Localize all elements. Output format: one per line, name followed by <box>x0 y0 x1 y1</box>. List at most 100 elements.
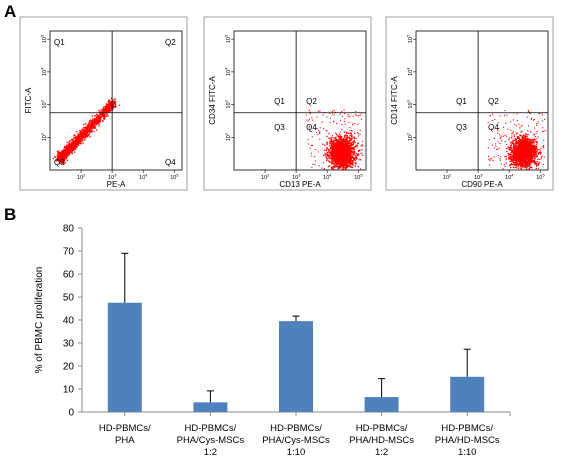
y-axis-title: FITC-A <box>24 87 33 113</box>
event-dot <box>84 134 86 136</box>
event-dot <box>90 128 92 130</box>
event-dot <box>71 152 73 155</box>
event-dot <box>347 142 349 145</box>
event-dot <box>326 158 328 160</box>
event-dot <box>323 149 325 151</box>
event-dot <box>91 125 94 128</box>
event-dot <box>60 158 62 160</box>
event-dot <box>358 154 360 156</box>
event-dot <box>529 151 531 154</box>
event-dot <box>350 157 353 159</box>
event-dot <box>535 167 538 170</box>
event-dot <box>349 164 351 167</box>
event-dot <box>352 166 354 169</box>
event-dot <box>89 124 92 126</box>
event-dot <box>333 148 335 151</box>
event-dot <box>336 141 338 143</box>
event-dot <box>342 150 344 153</box>
event-dot <box>334 161 337 163</box>
event-dot <box>106 108 108 111</box>
event-dot <box>522 142 524 145</box>
event-dot <box>516 144 518 146</box>
event-dot <box>317 110 320 112</box>
event-dot <box>332 148 334 150</box>
event-dot <box>509 148 512 151</box>
event-dot <box>526 161 528 164</box>
event-dot <box>107 108 109 110</box>
event-dot <box>341 159 344 161</box>
event-dot <box>63 152 65 155</box>
event-dot <box>351 151 354 153</box>
event-dot <box>344 164 346 166</box>
event-dot <box>325 157 328 159</box>
event-dot <box>528 142 530 145</box>
event-dot <box>59 152 62 155</box>
event-dot <box>341 164 344 166</box>
event-dot <box>338 150 340 152</box>
event-dot <box>329 148 331 150</box>
event-dot <box>515 140 517 142</box>
event-dot <box>352 115 354 117</box>
x-tick-label: 103 <box>292 173 301 182</box>
event-dot <box>355 154 357 157</box>
event-dot <box>516 159 518 161</box>
event-dot <box>526 162 528 165</box>
event-dot <box>335 147 337 149</box>
event-dot <box>103 108 105 111</box>
event-dot <box>344 158 346 161</box>
event-dot <box>354 159 356 162</box>
event-dot <box>333 159 335 162</box>
event-dot <box>530 146 532 148</box>
event-dot <box>76 146 78 148</box>
event-dots <box>305 109 364 171</box>
event-dot <box>113 106 116 108</box>
event-dot <box>513 157 515 159</box>
event-dot <box>334 165 337 167</box>
event-dot <box>105 107 108 110</box>
event-dot <box>350 158 352 160</box>
event-dot <box>59 158 61 160</box>
event-dot <box>347 140 350 142</box>
event-dot <box>522 146 524 149</box>
event-dot <box>337 153 339 155</box>
event-dot <box>62 158 65 160</box>
event-dot <box>356 157 358 159</box>
event-dot <box>512 142 514 145</box>
event-dot <box>338 148 341 150</box>
event-dot <box>74 145 76 147</box>
event-dot <box>81 137 84 140</box>
event-dot <box>349 151 351 153</box>
event-dot <box>536 148 538 150</box>
event-dot <box>84 123 87 125</box>
event-dot <box>520 167 522 169</box>
event-dot <box>330 154 333 156</box>
event-dot <box>338 143 340 146</box>
event-dot <box>90 120 92 122</box>
event-dot <box>515 159 517 162</box>
event-dot <box>333 166 335 168</box>
event-dot <box>340 136 343 138</box>
event-dot <box>57 159 59 161</box>
event-dot <box>69 146 72 148</box>
event-dot <box>336 157 338 159</box>
event-dot <box>509 157 511 159</box>
event-dot <box>519 161 521 163</box>
event-dot <box>73 141 75 144</box>
event-dot <box>102 110 104 112</box>
event-dot <box>515 155 517 157</box>
event-dot <box>105 103 108 105</box>
event-dot <box>307 139 309 141</box>
event-dot <box>349 160 351 163</box>
event-dot <box>520 141 522 143</box>
event-dot <box>348 136 350 139</box>
event-dot <box>334 158 336 161</box>
event-dot <box>335 136 337 138</box>
event-dot <box>527 159 529 161</box>
event-dot <box>336 158 338 160</box>
event-dot <box>99 118 102 120</box>
event-dot <box>332 168 334 170</box>
event-dot <box>536 164 538 166</box>
event-dot <box>331 157 333 160</box>
event-dot <box>84 130 86 132</box>
event-dot <box>335 159 337 161</box>
